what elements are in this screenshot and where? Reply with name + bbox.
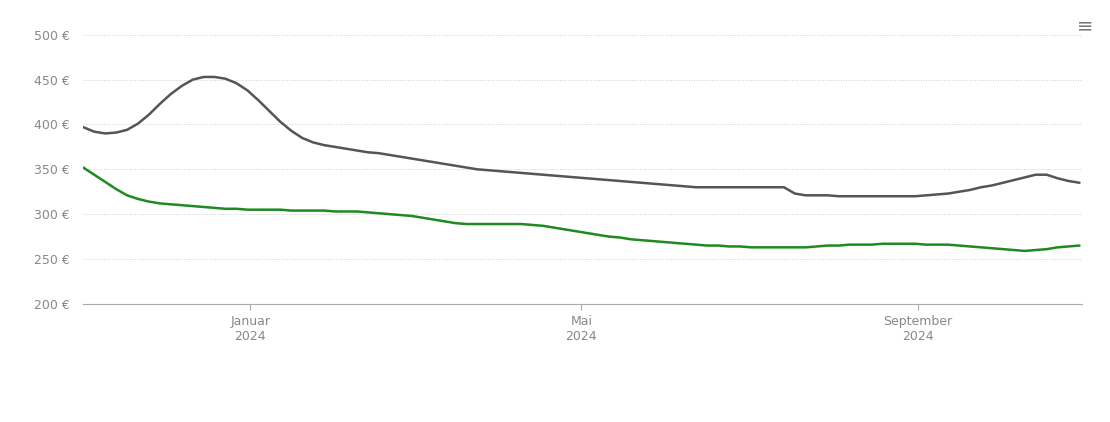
Text: ≡: ≡ xyxy=(1077,17,1093,36)
Legend: lose Ware, Sackware: lose Ware, Sackware xyxy=(463,421,703,422)
